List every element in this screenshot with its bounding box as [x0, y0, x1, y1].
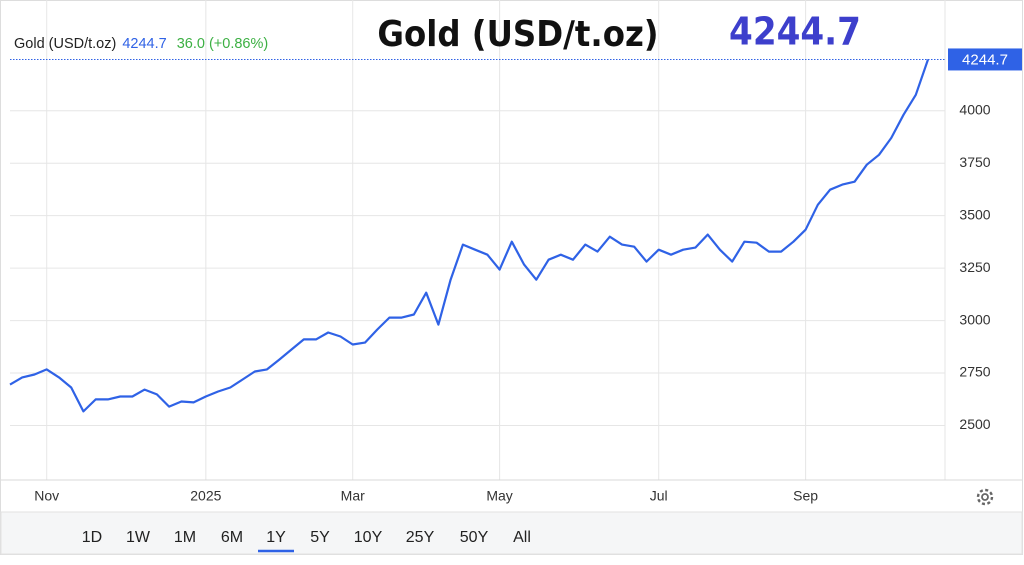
- x-tick-label: Sep: [793, 488, 818, 504]
- range-button[interactable]: 6M: [221, 529, 243, 546]
- x-tick-label: Nov: [34, 488, 59, 504]
- range-button[interactable]: 1D: [82, 529, 102, 546]
- y-tick-label: 3500: [959, 206, 990, 222]
- x-tick-label: 2025: [190, 488, 221, 504]
- headline-title: Gold (USD/t.oz): [377, 14, 658, 55]
- x-tick-label: May: [486, 488, 512, 504]
- legend-last: 4244.7: [122, 36, 166, 52]
- range-bar: [0, 511, 1023, 555]
- range-button[interactable]: 25Y: [406, 529, 435, 546]
- legend-change: 36.0 (+0.86%): [177, 36, 269, 52]
- y-tick-label: 3000: [959, 311, 990, 327]
- legend: Gold (USD/t.oz) 4244.7 36.0 (+0.86%): [14, 36, 268, 52]
- y-tick-label: 3250: [959, 259, 990, 275]
- range-button[interactable]: 1Y: [266, 529, 286, 546]
- settings-icon[interactable]: [976, 488, 994, 506]
- range-button[interactable]: 5Y: [310, 529, 330, 546]
- x-tick-label: Mar: [341, 488, 365, 504]
- range-button[interactable]: All: [513, 529, 531, 546]
- price-line: [9, 59, 930, 413]
- range-button[interactable]: 1W: [126, 529, 151, 546]
- y-tick-label: 2500: [959, 416, 990, 432]
- range-button[interactable]: 1M: [174, 529, 196, 546]
- range-button[interactable]: 10Y: [354, 529, 383, 546]
- legend-name: Gold (USD/t.oz): [14, 36, 116, 52]
- range-button[interactable]: 50Y: [460, 529, 489, 546]
- y-tick-label: 2750: [959, 364, 990, 380]
- last-price-label: 4244.7: [962, 51, 1008, 68]
- last-price-tag: [948, 48, 1022, 71]
- y-tick-label: 3750: [959, 154, 990, 170]
- y-tick-label: 4000: [959, 101, 990, 117]
- x-tick-label: Jul: [650, 488, 668, 504]
- headline-value: 4244.7: [729, 10, 861, 54]
